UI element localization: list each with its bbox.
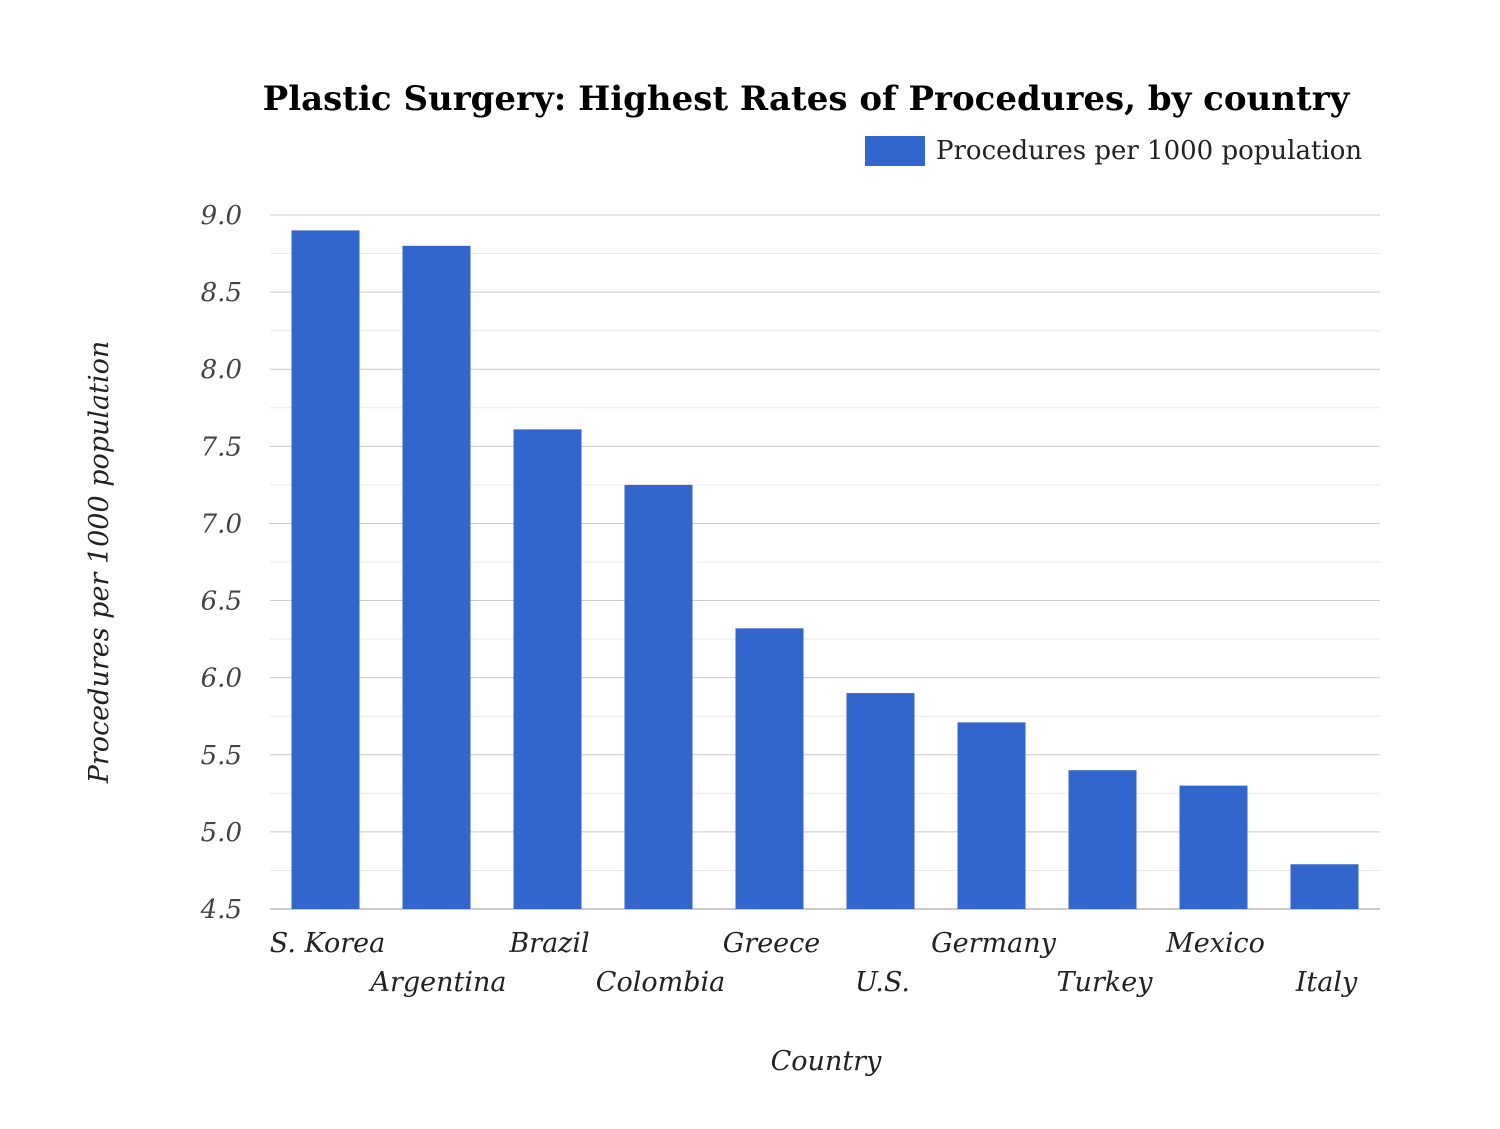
bar-turkey bbox=[1068, 770, 1137, 909]
y-tick-label: 4.5 bbox=[200, 895, 242, 925]
x-tick-label: Colombia bbox=[596, 967, 725, 998]
y-tick-label: 5.0 bbox=[201, 818, 242, 848]
y-tick-label: 8.0 bbox=[201, 355, 242, 385]
y-axis-label: Procedures per 1000 population bbox=[84, 341, 115, 785]
x-tick-label: Italy bbox=[1295, 967, 1358, 998]
x-tick-label: Turkey bbox=[1057, 967, 1154, 998]
y-tick-label: 7.0 bbox=[201, 509, 242, 539]
x-tick-label: Argentina bbox=[367, 967, 506, 998]
bar-brazil bbox=[513, 429, 582, 909]
y-tick-label: 6.5 bbox=[201, 587, 242, 617]
legend-swatch bbox=[865, 136, 925, 166]
bar-mexico bbox=[1179, 785, 1248, 909]
y-tick-label: 7.5 bbox=[201, 432, 242, 462]
y-tick-label: 6.0 bbox=[201, 664, 242, 694]
bar-s-korea bbox=[291, 230, 360, 909]
bar-greece bbox=[735, 628, 804, 909]
x-tick-label: Brazil bbox=[508, 928, 589, 959]
x-axis-label: Country bbox=[771, 1046, 882, 1077]
legend-label: Procedures per 1000 population bbox=[936, 136, 1362, 166]
y-tick-label: 8.5 bbox=[201, 278, 242, 308]
x-tick-label: Germany bbox=[931, 928, 1057, 959]
x-tick-label: Greece bbox=[723, 928, 821, 959]
x-tick-label: S. Korea bbox=[270, 928, 385, 959]
y-tick-label: 9.0 bbox=[201, 201, 242, 231]
x-tick-label: Mexico bbox=[1165, 928, 1265, 959]
bar-colombia bbox=[624, 484, 693, 909]
bar-germany bbox=[957, 722, 1026, 909]
y-tick-label: 5.5 bbox=[201, 741, 242, 771]
bar-argentina bbox=[402, 245, 471, 909]
chart-title: Plastic Surgery: Highest Rates of Proced… bbox=[263, 79, 1351, 119]
bar-u-s- bbox=[846, 693, 915, 909]
bar-italy bbox=[1290, 864, 1359, 909]
x-tick-label: U.S. bbox=[855, 967, 910, 998]
